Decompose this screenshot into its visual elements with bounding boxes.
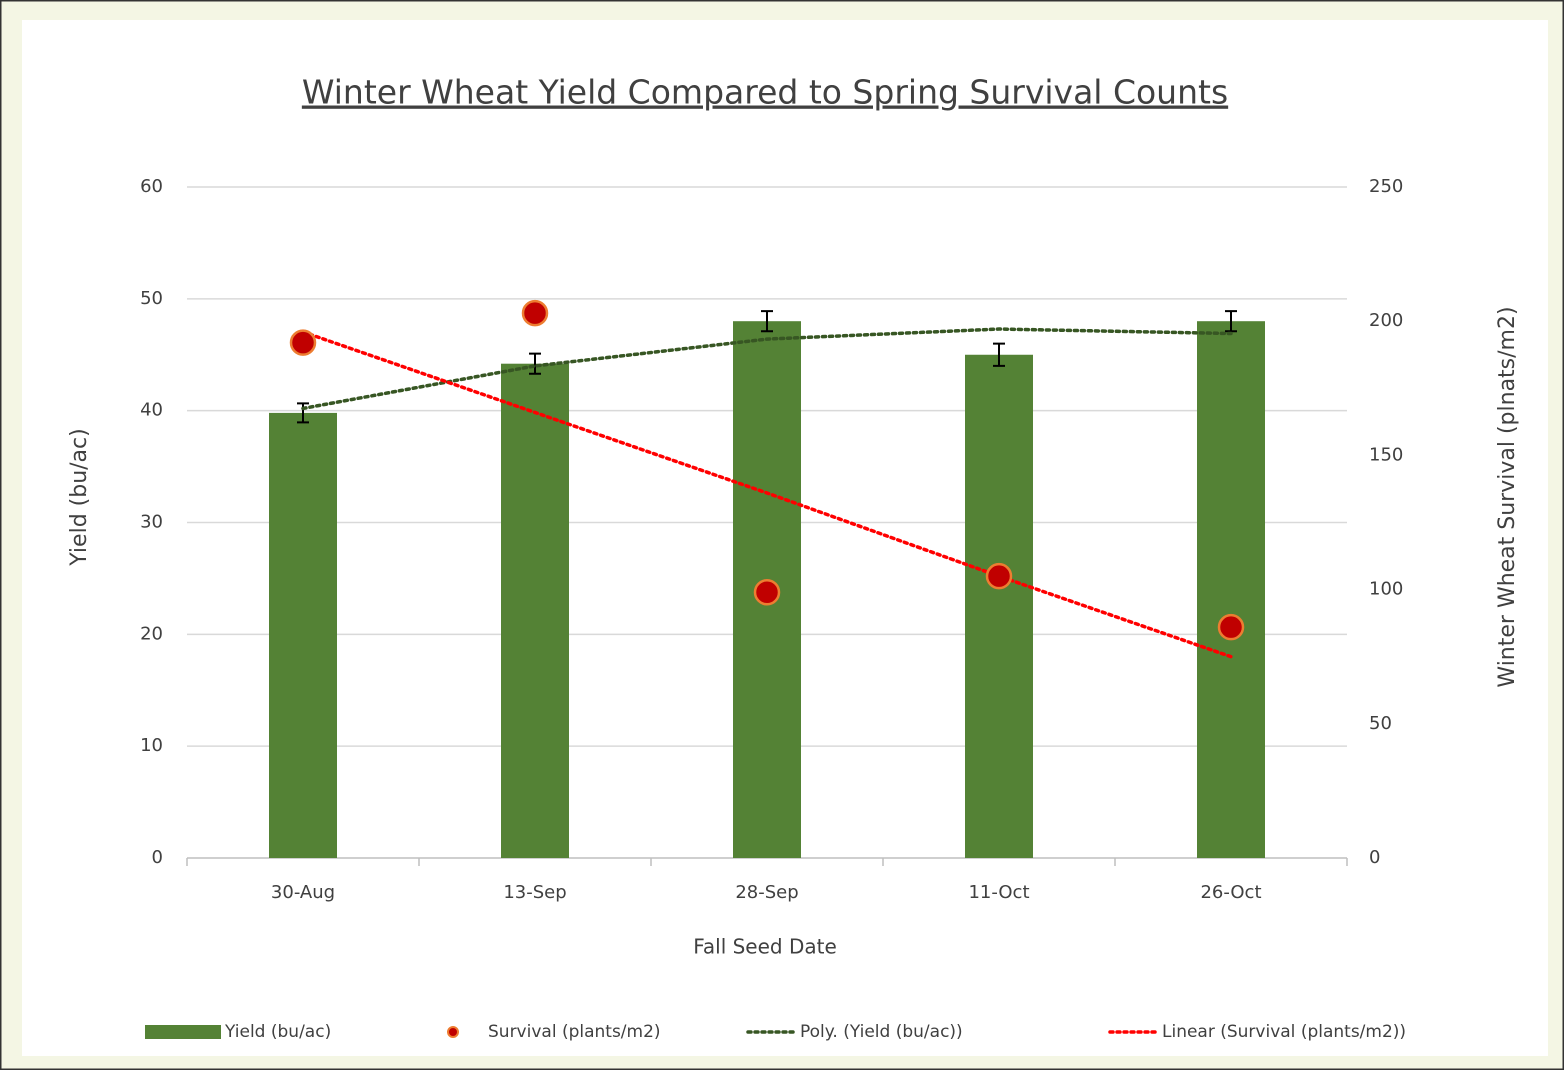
y2-axis-title: Winter Wheat Survival (plnats/m2) bbox=[1495, 306, 1520, 687]
y2-tick-label: 200 bbox=[1369, 310, 1403, 331]
bar bbox=[269, 412, 337, 858]
y-axis-title: Yield (bu/ac) bbox=[67, 428, 92, 566]
y-tick-label: 50 bbox=[140, 288, 163, 309]
x-axis-title: Fall Seed Date bbox=[693, 935, 837, 959]
legend-label: Poly. (Yield (bu/ac)) bbox=[800, 1022, 963, 1042]
scatter-point bbox=[1217, 613, 1245, 641]
error-bar bbox=[297, 402, 309, 424]
y-tick-label: 60 bbox=[140, 176, 163, 197]
x-tick-label: 13-Sep bbox=[503, 882, 566, 903]
y2-tick-label: 250 bbox=[1369, 176, 1403, 197]
y-tick-label: 40 bbox=[140, 400, 163, 421]
bar bbox=[1197, 321, 1265, 858]
error-bar bbox=[1225, 310, 1237, 333]
y2-tick-label: 100 bbox=[1369, 579, 1403, 600]
x-tick-label: 11-Oct bbox=[968, 882, 1029, 903]
legend-label: Yield (bu/ac) bbox=[224, 1022, 331, 1042]
error-bar bbox=[761, 310, 773, 333]
y-tick-label: 0 bbox=[152, 847, 163, 868]
x-tick-label: 28-Sep bbox=[735, 882, 798, 903]
x-tick-label: 30-Aug bbox=[271, 882, 335, 903]
scatter-point bbox=[985, 562, 1013, 590]
legend-swatch bbox=[145, 1025, 221, 1039]
chart-title: Winter Wheat Yield Compared to Spring Su… bbox=[302, 73, 1228, 112]
error-bar bbox=[993, 342, 1005, 367]
y-tick-label: 30 bbox=[140, 512, 163, 533]
legend-label: Linear (Survival (plants/m2)) bbox=[1162, 1022, 1406, 1042]
y2-tick-label: 50 bbox=[1369, 713, 1392, 734]
legend-label: Survival (plants/m2) bbox=[488, 1022, 661, 1042]
x-tick-label: 26-Oct bbox=[1200, 882, 1261, 903]
trend-line bbox=[301, 330, 1233, 659]
legend-swatch bbox=[447, 1026, 459, 1038]
error-bar bbox=[529, 352, 541, 375]
y-tick-label: 20 bbox=[140, 623, 163, 644]
y2-tick-label: 150 bbox=[1369, 444, 1403, 465]
scatter-point bbox=[289, 329, 317, 356]
y2-tick-label: 0 bbox=[1369, 847, 1380, 868]
bar bbox=[501, 363, 569, 858]
y-tick-label: 10 bbox=[140, 735, 163, 756]
bar bbox=[965, 354, 1033, 858]
trend-line bbox=[301, 327, 1233, 411]
scatter-point bbox=[753, 579, 781, 606]
scatter-point bbox=[521, 299, 549, 327]
